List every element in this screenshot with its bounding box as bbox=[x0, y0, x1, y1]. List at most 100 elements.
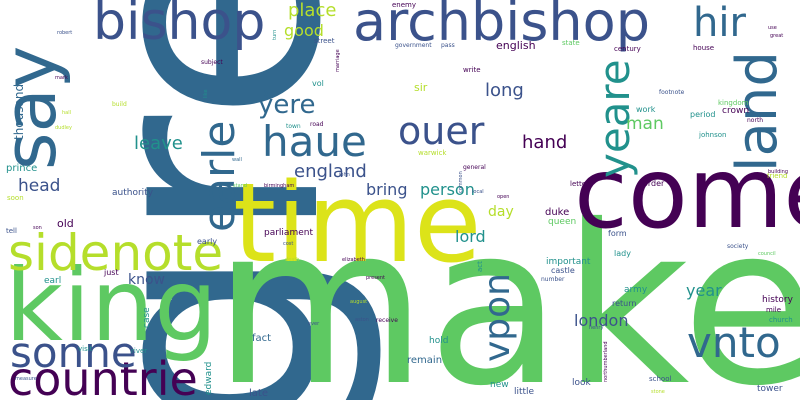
word-early: early bbox=[197, 237, 218, 246]
word-river: river bbox=[131, 347, 148, 355]
word-warwick: warwick bbox=[418, 149, 447, 157]
word-great-small: great bbox=[770, 33, 784, 39]
word-open: open bbox=[497, 194, 510, 200]
word-england: england bbox=[294, 161, 367, 182]
word-use: use bbox=[768, 25, 777, 31]
word-john: john bbox=[339, 172, 350, 178]
word-dudley: dudley bbox=[55, 125, 72, 131]
word-building: building bbox=[768, 169, 789, 175]
word-place: place bbox=[288, 0, 337, 21]
word-history: history bbox=[762, 295, 793, 305]
word-late: late bbox=[249, 388, 268, 399]
word-kingdom: kingdom bbox=[718, 99, 749, 107]
word-y-ere: y͗ere bbox=[258, 90, 316, 120]
word-long: long bbox=[485, 80, 524, 101]
word-receive: receive bbox=[376, 317, 398, 324]
word-letter: letter bbox=[570, 180, 589, 188]
word-common: common bbox=[458, 171, 464, 193]
word-little: little bbox=[514, 387, 535, 397]
word-king: king bbox=[5, 247, 218, 364]
word-make: make bbox=[213, 178, 800, 400]
word-friend: friend bbox=[767, 172, 788, 180]
word-year: year bbox=[686, 281, 722, 300]
word-english: english bbox=[496, 39, 536, 52]
word-stand: stand bbox=[233, 183, 247, 189]
word-century: century bbox=[614, 45, 641, 53]
word-person: person bbox=[420, 180, 475, 199]
word-stone: stone bbox=[651, 389, 665, 395]
word-edward: edward bbox=[204, 361, 214, 395]
word-elizabeth: elizabeth bbox=[342, 257, 365, 263]
word-marriage: marriage bbox=[335, 49, 341, 72]
word-bring: bring bbox=[366, 180, 408, 199]
word-order: order bbox=[643, 179, 665, 188]
word-act: act bbox=[476, 261, 484, 272]
word-new: new bbox=[490, 380, 509, 390]
word-mile: mile bbox=[766, 306, 782, 314]
word-archbishop: archbishop bbox=[353, 0, 650, 53]
word-turn: turn bbox=[272, 29, 278, 40]
word-footnote: footnote bbox=[659, 89, 685, 96]
word-measure: measure bbox=[15, 376, 37, 382]
word-present: present bbox=[366, 275, 386, 281]
word-aston: aston bbox=[355, 317, 369, 323]
word-son: son bbox=[33, 225, 42, 231]
word-wall: wall bbox=[232, 157, 242, 163]
word-case: case bbox=[142, 307, 152, 328]
word-church: church bbox=[769, 316, 793, 324]
word-day: day bbox=[488, 204, 514, 220]
word-duke: duke bbox=[545, 207, 570, 218]
word-fact: fact bbox=[252, 333, 272, 344]
word-man: man bbox=[626, 114, 664, 134]
word-road: road bbox=[310, 121, 324, 128]
word-northumberland: northumberland bbox=[603, 341, 609, 382]
word-mark: mark bbox=[55, 75, 68, 81]
word-earle: earle bbox=[194, 120, 245, 232]
word-august: august bbox=[350, 299, 368, 305]
word-council: council bbox=[758, 251, 776, 257]
word-queen: queen bbox=[548, 217, 577, 227]
word-london: london bbox=[574, 311, 629, 330]
word-thousand: thousand bbox=[12, 83, 26, 140]
word-good: good bbox=[284, 21, 324, 40]
word-time: time bbox=[233, 159, 482, 287]
word-work: work bbox=[636, 105, 656, 114]
word-build: build bbox=[112, 101, 127, 108]
word-know: know bbox=[128, 272, 165, 288]
word-army: army bbox=[624, 285, 648, 295]
word-sidenote: sidenote bbox=[8, 224, 224, 282]
word-lord: lord bbox=[455, 227, 486, 246]
word-look: look bbox=[572, 378, 591, 388]
word-return: return bbox=[612, 299, 637, 308]
word-sonne: sonne bbox=[10, 328, 137, 377]
word-soon: soon bbox=[7, 194, 24, 202]
word-come: come bbox=[574, 137, 800, 251]
word-important: important bbox=[546, 257, 591, 267]
word-write: write bbox=[463, 66, 481, 74]
word-street: street bbox=[314, 37, 335, 45]
word-ever: ever bbox=[308, 321, 320, 327]
word-earl: earl bbox=[44, 276, 62, 286]
word-government: government bbox=[395, 42, 432, 49]
word-remain: remain bbox=[407, 355, 443, 366]
word-lady: lady bbox=[614, 249, 631, 258]
word-general: general bbox=[463, 164, 486, 171]
word-visit: visit bbox=[78, 345, 93, 353]
word-society: society bbox=[727, 243, 749, 250]
word-vol: vol bbox=[312, 79, 324, 88]
word-enemy: enemy bbox=[392, 1, 417, 9]
word-old: old bbox=[57, 217, 74, 230]
word-school: school bbox=[649, 375, 672, 383]
word-ouer: ouer bbox=[398, 109, 485, 153]
word-countrie: countrie bbox=[8, 352, 198, 400]
word-like: like bbox=[203, 89, 209, 98]
word-form: form bbox=[608, 229, 627, 238]
word-subject: subject bbox=[201, 59, 223, 66]
word-just: just bbox=[104, 268, 119, 277]
word-henry: henry bbox=[589, 325, 604, 331]
word-death: death bbox=[285, 257, 300, 263]
word-state: state bbox=[562, 39, 580, 47]
word-authority: authority bbox=[112, 188, 154, 198]
word-tell: tell bbox=[6, 227, 17, 235]
